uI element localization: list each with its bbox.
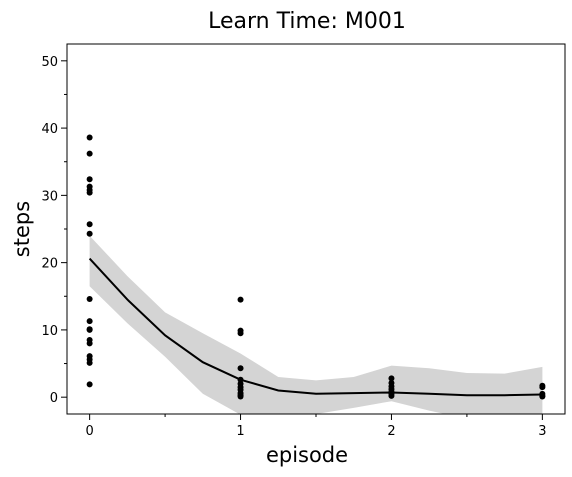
- plot-frame: [66, 43, 566, 415]
- y-tick-label: 50: [41, 55, 58, 70]
- y-tick-label: 30: [41, 189, 58, 204]
- data-point: [86, 318, 93, 325]
- y-axis-label: steps: [10, 201, 34, 257]
- scatter-points-layer: [86, 134, 546, 400]
- x-tick-label: 0: [85, 424, 93, 439]
- confidence-band: [89, 235, 543, 414]
- data-point: [86, 381, 93, 388]
- data-point: [86, 176, 93, 183]
- chart-title: Learn Time: M001: [208, 9, 406, 34]
- y-tick-label: 40: [41, 122, 58, 137]
- x-tick-label: 3: [538, 424, 546, 439]
- data-point: [539, 384, 546, 391]
- data-point: [237, 296, 244, 303]
- data-point: [86, 189, 93, 196]
- confidence-band-layer: [89, 235, 543, 414]
- data-point: [86, 221, 93, 228]
- data-point: [86, 295, 93, 302]
- fit-line-layer: [88, 257, 543, 397]
- data-point: [86, 134, 93, 141]
- data-point: [237, 330, 244, 337]
- x-axis-ticks: 0 1 2 3: [85, 414, 547, 439]
- y-tick-label: 10: [41, 324, 58, 339]
- x-tick-label: 2: [387, 424, 395, 439]
- data-point: [237, 393, 244, 400]
- data-point: [388, 392, 395, 399]
- x-axis-label: episode: [266, 443, 348, 467]
- data-point: [86, 326, 93, 333]
- data-point: [86, 359, 93, 366]
- data-point: [86, 340, 93, 347]
- plot-area: [86, 134, 546, 414]
- data-point: [86, 230, 93, 237]
- data-point: [388, 375, 395, 382]
- data-point: [237, 365, 244, 372]
- x-tick-label: 1: [236, 424, 244, 439]
- y-tick-label: 20: [41, 257, 58, 272]
- y-axis-ticks: 0 10 20 30 40 50: [41, 55, 67, 406]
- data-point: [86, 150, 93, 157]
- fit-line: [88, 257, 543, 397]
- y-tick-label: 0: [50, 391, 58, 406]
